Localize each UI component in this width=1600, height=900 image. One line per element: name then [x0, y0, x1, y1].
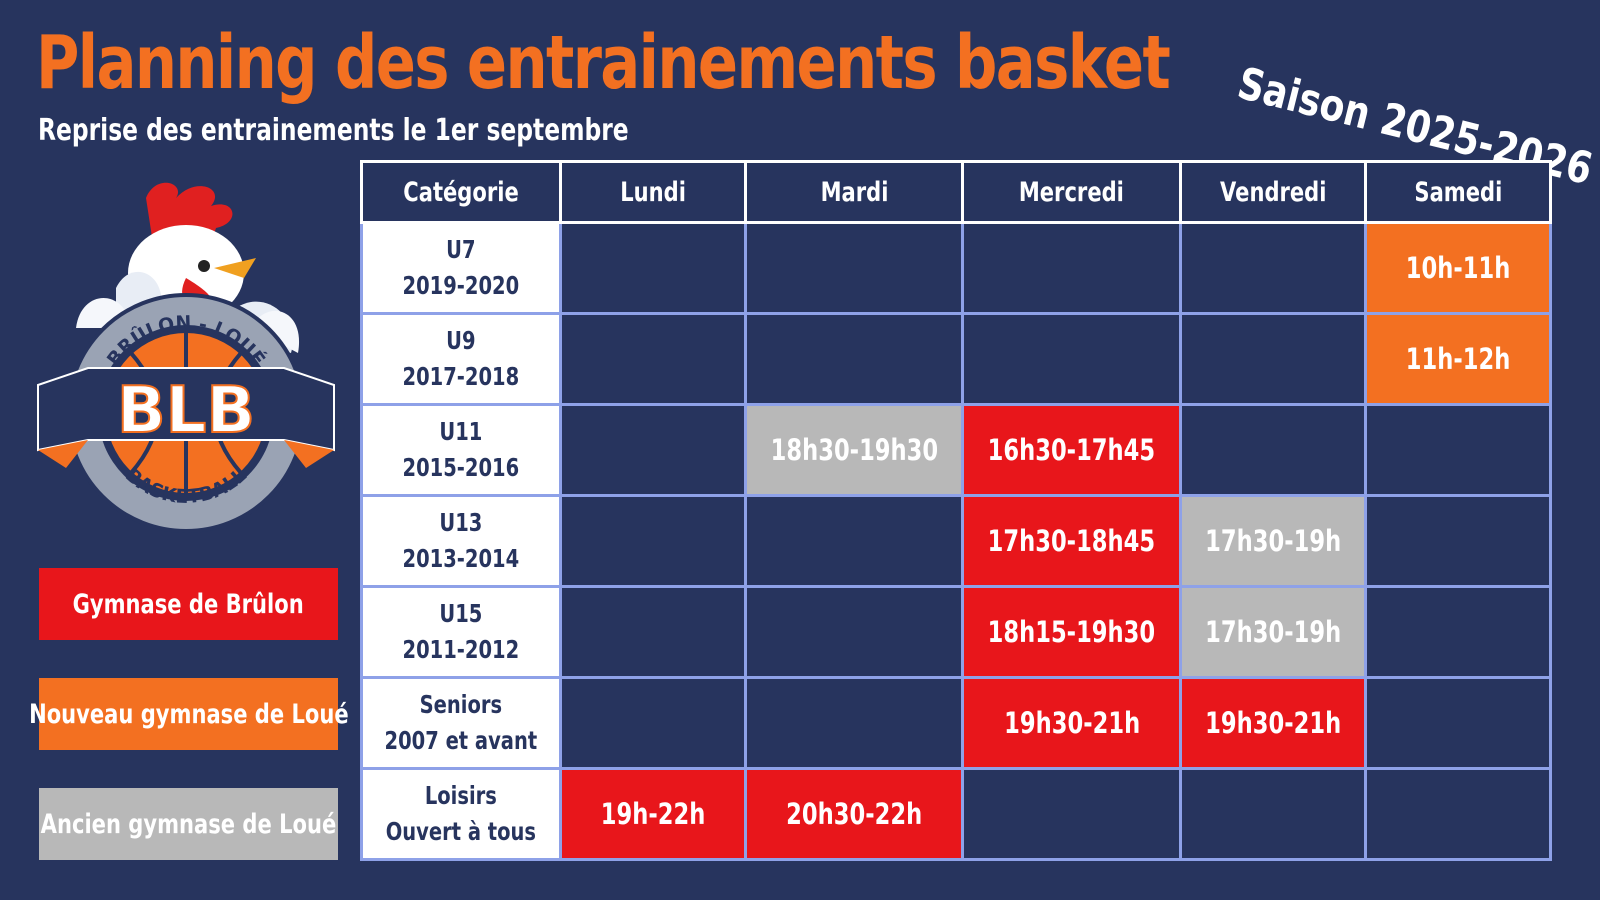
legend-nouveau-loue: Nouveau gymnase de Loué — [29, 678, 348, 750]
time-slot-cell — [743, 585, 965, 679]
time-slot-cell: 20h30-22h — [743, 767, 965, 861]
header-vendredi: Vendredi — [1179, 160, 1368, 224]
time-slot-cell — [743, 676, 965, 770]
time-slot-cell — [558, 494, 747, 588]
time-slot-cell: 18h15-19h30 — [961, 585, 1183, 679]
category-cell: U11 2015-2016 — [360, 403, 562, 497]
time-slot-cell — [1179, 767, 1368, 861]
time-slot-text: 17h30-19h — [1205, 524, 1342, 558]
header-mercredi: Mercredi — [961, 160, 1183, 224]
time-slot-cell — [558, 312, 747, 406]
category-cell: U15 2011-2012 — [360, 585, 562, 679]
time-slot-cell — [743, 312, 965, 406]
table-row: U15 2011-2012 18h15-19h30 17h30-19h — [360, 585, 1553, 679]
time-slot-text: 17h30-19h — [1205, 615, 1342, 649]
category-name: U13 — [439, 508, 483, 537]
category-name: U11 — [439, 417, 483, 446]
time-slot-cell — [1364, 494, 1553, 588]
table-row: U9 2017-2018 11h-12h — [360, 312, 1553, 406]
table-row: U7 2019-2020 10h-11h — [360, 221, 1553, 315]
category-years: Ouvert à tous — [385, 817, 536, 846]
legend-brulon: Gymnase de Brûlon — [39, 568, 338, 640]
club-logo: BRÛLON - LOUÉ BLB BASKETBALL — [37, 182, 335, 533]
table-row: U13 2013-2014 17h30-18h45 17h30-19h — [360, 494, 1553, 588]
time-slot-text: 10h-11h — [1405, 251, 1511, 285]
table-row: Loisirs Ouvert à tous 19h-22h 20h30-22h — [360, 767, 1553, 861]
category-cell: Seniors 2007 et avant — [360, 676, 562, 770]
time-slot-cell — [743, 221, 965, 315]
legend-ancien-loue: Ancien gymnase de Loué — [39, 788, 338, 860]
header-row: Catégorie Lundi Mardi Mercredi Vendredi … — [360, 160, 1553, 224]
page-subtitle: Reprise des entrainements le 1er septemb… — [38, 113, 629, 148]
time-slot-cell — [1364, 767, 1553, 861]
time-slot-text: 16h30-17h45 — [988, 433, 1156, 467]
header-categorie: Catégorie — [360, 160, 562, 224]
time-slot-cell: 10h-11h — [1364, 221, 1553, 315]
category-cell: U13 2013-2014 — [360, 494, 562, 588]
category-name: U15 — [439, 599, 483, 628]
time-slot-cell — [1364, 403, 1553, 497]
table-row: Seniors 2007 et avant 19h30-21h 19h30-21h — [360, 676, 1553, 770]
time-slot-cell: 19h-22h — [558, 767, 747, 861]
time-slot-cell — [1179, 403, 1368, 497]
time-slot-cell — [558, 676, 747, 770]
logo-letters: BLB — [117, 374, 255, 448]
category-name: Loisirs — [424, 781, 497, 810]
legend-label: Ancien gymnase de Loué — [40, 808, 337, 840]
category-name: U9 — [446, 326, 476, 355]
time-slot-cell: 19h30-21h — [1179, 676, 1368, 770]
time-slot-cell — [1179, 221, 1368, 315]
time-slot-cell: 19h30-21h — [961, 676, 1183, 770]
time-slot-text: 17h30-18h45 — [988, 524, 1156, 558]
category-years: 2017-2018 — [402, 362, 520, 391]
time-slot-cell — [1364, 676, 1553, 770]
time-slot-text: 19h30-21h — [1205, 706, 1342, 740]
category-cell: U7 2019-2020 — [360, 221, 562, 315]
category-years: 2011-2012 — [402, 635, 520, 664]
time-slot-cell — [961, 221, 1183, 315]
time-slot-cell — [1179, 312, 1368, 406]
time-slot-cell: 17h30-19h — [1179, 585, 1368, 679]
time-slot-cell: 17h30-19h — [1179, 494, 1368, 588]
time-slot-cell — [743, 494, 965, 588]
category-years: 2013-2014 — [402, 544, 520, 573]
category-years: 2019-2020 — [402, 271, 520, 300]
time-slot-cell — [961, 767, 1183, 861]
time-slot-cell — [1364, 585, 1553, 679]
category-cell: Loisirs Ouvert à tous — [360, 767, 562, 861]
page-title: Planning des entrainements basket — [36, 20, 1171, 106]
time-slot-cell — [961, 312, 1183, 406]
time-slot-text: 18h30-19h30 — [770, 433, 938, 467]
category-years: 2007 et avant — [384, 726, 538, 755]
category-years: 2015-2016 — [402, 453, 520, 482]
time-slot-cell — [558, 221, 747, 315]
time-slot-text: 11h-12h — [1405, 342, 1511, 376]
header-lundi: Lundi — [558, 160, 747, 224]
header-samedi: Samedi — [1364, 160, 1553, 224]
time-slot-cell: 18h30-19h30 — [743, 403, 965, 497]
header-mardi: Mardi — [743, 160, 965, 224]
time-slot-cell: 16h30-17h45 — [961, 403, 1183, 497]
legend-label: Gymnase de Brûlon — [72, 588, 305, 620]
schedule-table: Catégorie Lundi Mardi Mercredi Vendredi … — [360, 160, 1553, 861]
time-slot-text: 18h15-19h30 — [988, 615, 1156, 649]
time-slot-text: 19h-22h — [600, 797, 705, 831]
time-slot-cell: 11h-12h — [1364, 312, 1553, 406]
table-row: U11 2015-2016 18h30-19h30 16h30-17h45 — [360, 403, 1553, 497]
legend-label: Nouveau gymnase de Loué — [28, 698, 349, 730]
time-slot-text: 19h30-21h — [1003, 706, 1140, 740]
time-slot-cell — [558, 403, 747, 497]
category-name: Seniors — [419, 690, 503, 719]
time-slot-text: 20h30-22h — [786, 797, 923, 831]
category-cell: U9 2017-2018 — [360, 312, 562, 406]
category-name: U7 — [446, 235, 476, 264]
time-slot-cell — [558, 585, 747, 679]
time-slot-cell: 17h30-18h45 — [961, 494, 1183, 588]
